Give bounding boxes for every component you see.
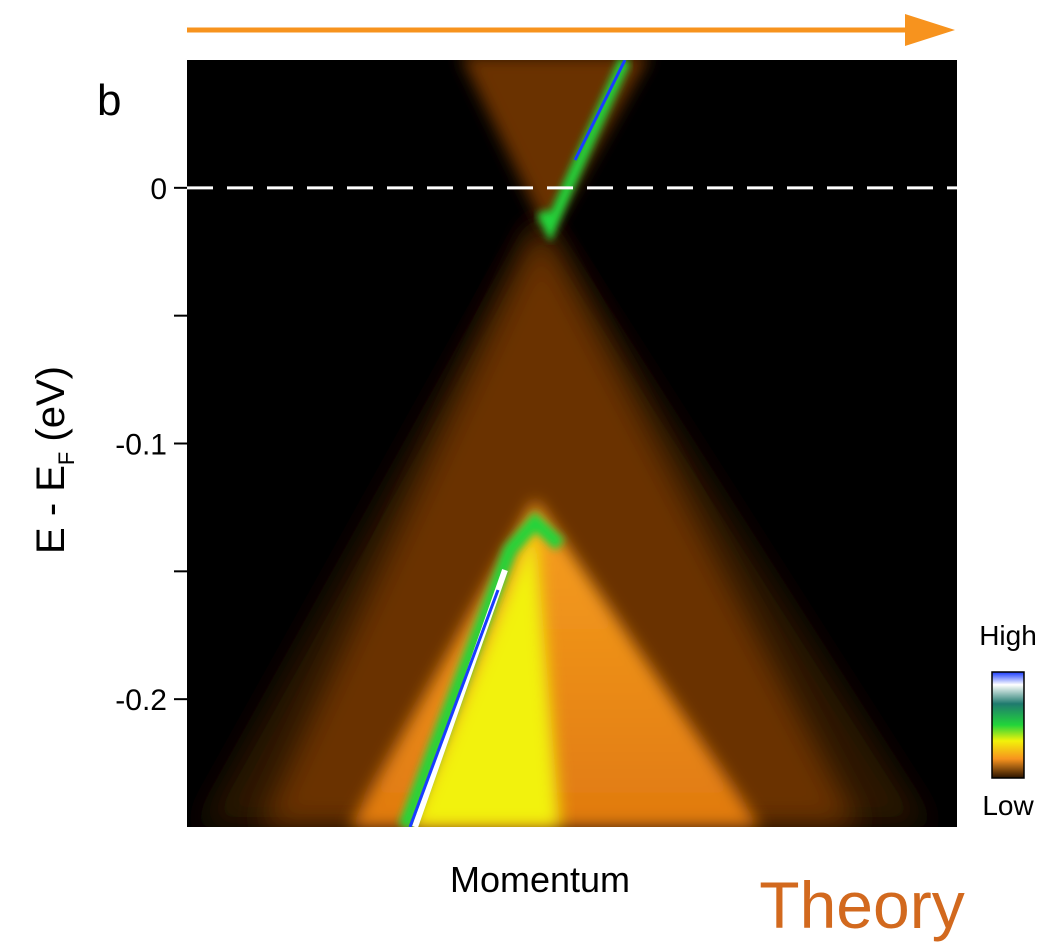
y-tick-label: 0 xyxy=(150,173,167,206)
annotation: Theory xyxy=(759,868,964,942)
colorbar-high: High xyxy=(979,620,1037,651)
y-tick-label: -0.2 xyxy=(115,684,167,717)
colorbar xyxy=(991,671,1025,779)
x-axis-label: Momentum xyxy=(450,859,630,900)
y-axis-label: E - EF (eV) xyxy=(29,366,79,554)
arrow-head xyxy=(905,14,955,46)
y-label-main: E - E xyxy=(29,465,73,554)
mid-cone xyxy=(260,225,860,827)
y-tick-label: -0.1 xyxy=(115,429,167,462)
panel-label: b xyxy=(97,76,121,125)
lower-band xyxy=(398,512,565,827)
y-label-unit: (eV) xyxy=(29,366,73,442)
lower-band-edge xyxy=(408,589,500,827)
lower-band-glow xyxy=(410,525,560,827)
y-label-sub: F xyxy=(54,452,79,465)
upper-band-core xyxy=(573,60,627,161)
colorbar-low: Low xyxy=(982,790,1034,821)
upper-band xyxy=(536,60,631,243)
intensity-map xyxy=(200,60,930,827)
